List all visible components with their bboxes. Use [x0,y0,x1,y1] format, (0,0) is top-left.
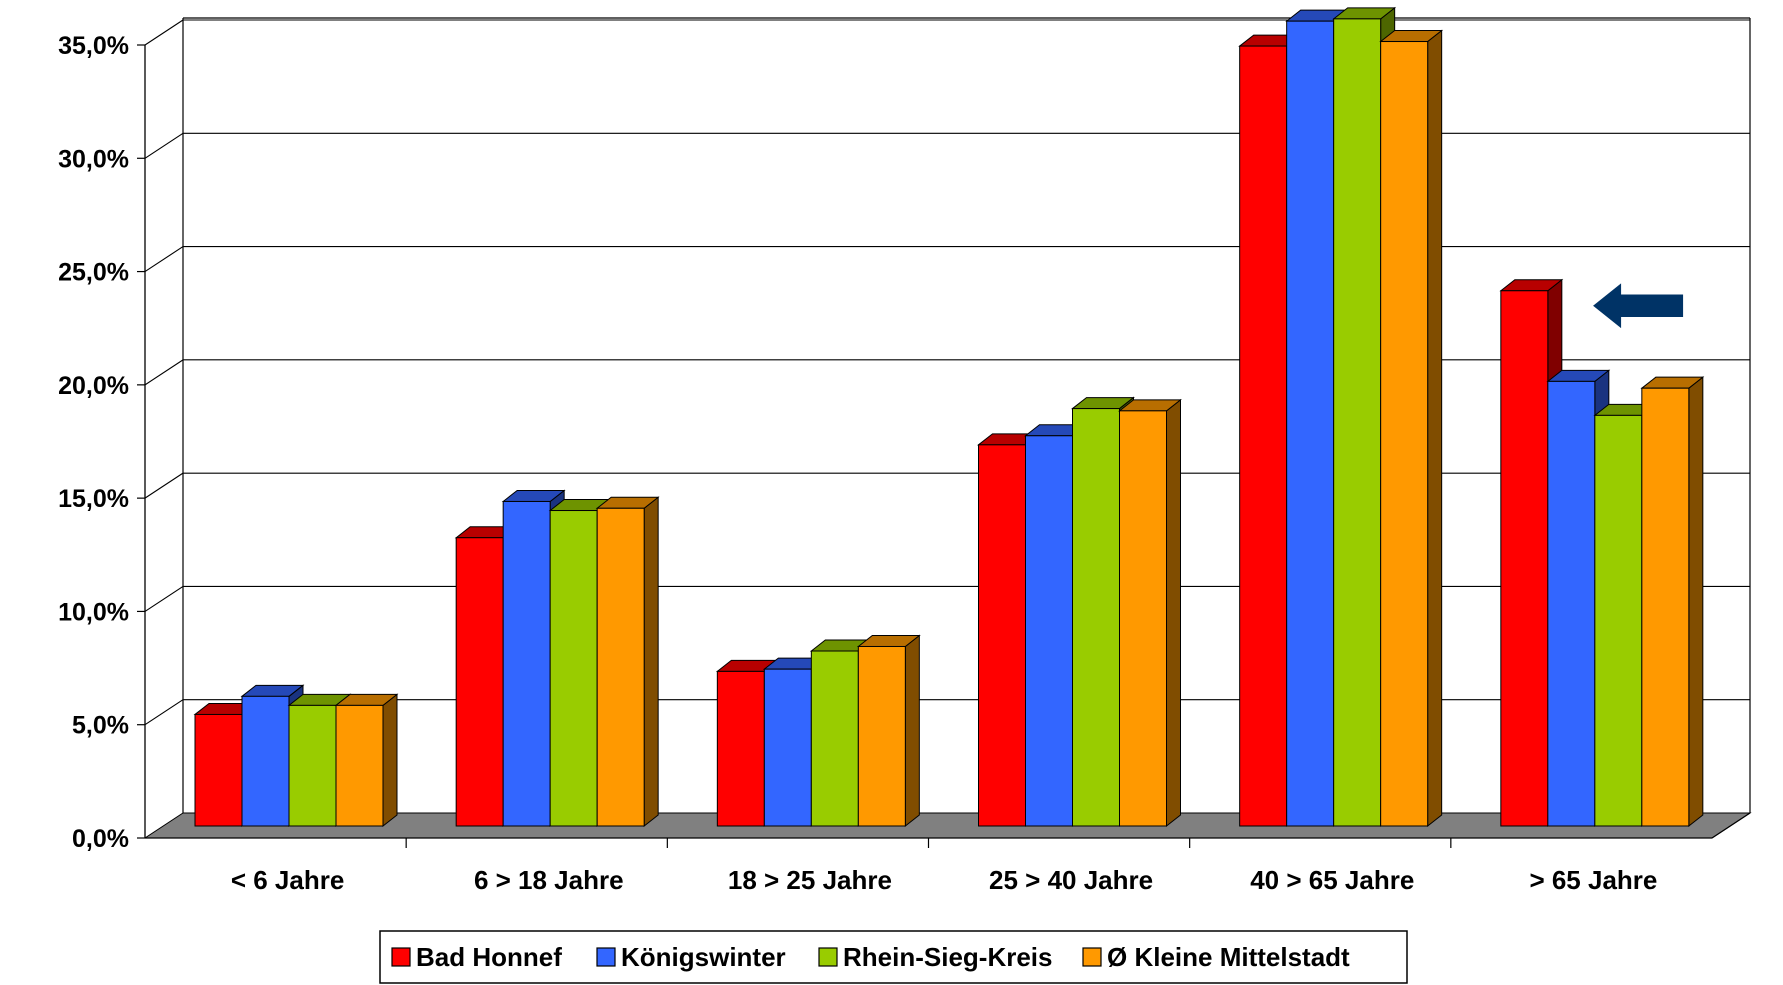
x-tick-label: 18 > 25 Jahre [728,865,892,895]
bar-front [1547,380,1596,827]
bar-side [1427,29,1443,828]
bar-front [1286,20,1335,827]
y-tick-label: 35,0% [58,32,129,60]
y-tick-label: 25,0% [58,259,129,287]
bar-front [194,713,243,827]
legend-item: Ø Kleine Mittelstadt [1082,942,1350,972]
bar-side [382,693,398,828]
bar-front [1641,387,1690,827]
bar-front [1025,435,1073,827]
legend-label: Bad Honnef [416,942,562,972]
legend-label: Königswinter [621,942,786,972]
bars [193,6,1705,828]
y-axis-tick-labels: 0,0% 5,0% 10,0% 15,0% 20,0% 25,0% 30,0% 35,0% [58,32,129,853]
bar-front [241,695,290,827]
bar-front [978,444,1026,827]
bar-front [549,510,598,827]
bar [1379,29,1444,828]
bar-front [1239,45,1288,827]
bar-side [1166,398,1181,828]
y-tick-label: 10,0% [58,598,129,626]
x-tick-label: > 65 Jahre [1529,865,1657,895]
gridline-side [144,472,184,499]
x-tick-label: 25 > 40 Jahre [989,865,1153,895]
bar-side [643,496,659,828]
axes [137,44,1751,848]
gridlines [144,19,1750,726]
legend-swatch [818,947,838,967]
gridline-side [144,132,184,159]
legend-item: Bad Honnef [391,942,562,972]
chart-walls [182,17,1751,813]
gridline-side [144,585,184,612]
bar [1640,376,1705,828]
legend-swatch [391,947,411,967]
bar-front [1333,18,1382,827]
legend-swatch [1082,947,1102,967]
bar-front [502,500,551,827]
legend-box [379,930,1408,984]
x-axis-tick-labels: < 6 Jahre 6 > 18 Jahre 18 > 25 Jahre 25 > 4… [231,865,1658,895]
legend-item: Königswinter [596,942,786,972]
gridline-side [144,19,184,46]
legend: Bad Honnef Königswinter Rhein-Sieg-Kreis Ø … [379,930,1408,984]
legend-label: Rhein-Sieg-Kreis [843,942,1053,972]
bar-front [857,645,906,827]
y-tick-label: 20,0% [58,372,129,400]
bar-front [288,704,337,827]
bar [334,693,399,828]
bar-side [904,634,920,828]
bar-front [1380,41,1429,827]
annotation [1590,280,1685,332]
bar-front [716,670,765,827]
legend-label: Ø Kleine Mittelstadt [1107,942,1350,972]
left-arrow-icon [1590,280,1685,332]
x-tick-label: 6 > 18 Jahre [474,865,624,895]
bar-front [763,668,812,827]
legend-item: Rhein-Sieg-Kreis [818,942,1053,972]
bar-front [596,507,645,827]
x-tick-label: 40 > 65 Jahre [1250,865,1414,895]
bar [595,496,660,828]
gridline-side [144,699,184,726]
bar-front [335,704,384,827]
legend-swatch [596,947,616,967]
bar-front [810,650,859,827]
gridline-side [144,246,184,273]
bar-front [1072,408,1120,827]
bar-front [1594,414,1643,827]
y-tick-label: 5,0% [72,712,129,740]
y-tick-label: 0,0% [72,825,129,853]
bar [1118,398,1182,828]
bar-front [1119,410,1167,827]
y-tick-label: 30,0% [58,145,129,173]
floor-right-edge [1711,812,1751,839]
bar-front [1500,290,1549,827]
x-tick-label: < 6 Jahre [231,865,344,895]
gridline-side [144,359,184,386]
bar-side [1688,376,1704,828]
bar [856,634,921,828]
bar-front [455,537,504,827]
y-tick-label: 15,0% [58,485,129,513]
